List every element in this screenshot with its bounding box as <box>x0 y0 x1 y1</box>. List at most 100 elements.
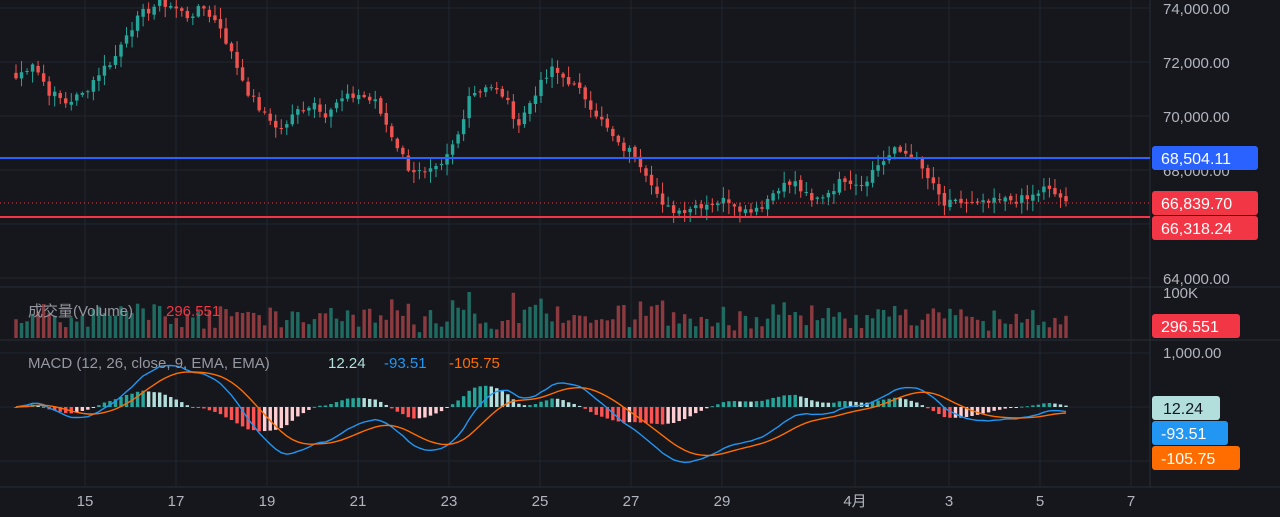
macd-histogram-bar <box>257 407 261 432</box>
indicator-lines <box>0 157 1150 464</box>
volume-bar <box>401 315 405 338</box>
macd-legend-hist-value: 12.24 <box>328 355 366 372</box>
macd-histogram-bar <box>892 397 897 407</box>
candle-body <box>660 193 665 205</box>
volume-bar <box>716 322 720 338</box>
candle-body <box>942 192 947 206</box>
macd-histogram-bar <box>566 402 571 407</box>
candle-body <box>86 91 90 93</box>
volume-bar <box>511 292 516 338</box>
candle-body <box>290 114 295 125</box>
macd-histogram-bar <box>920 405 925 407</box>
badge-macd-signal-text: -105.75 <box>1161 451 1215 468</box>
macd-histogram-bar <box>135 391 140 407</box>
candle-body <box>450 144 455 155</box>
volume-bar <box>732 330 737 338</box>
volume-bar <box>566 320 571 338</box>
macd-histogram-bar <box>898 398 902 407</box>
volume-bar <box>484 322 488 338</box>
volume-bar <box>428 310 433 338</box>
price-axis[interactable]: 74,000.0072,000.0070,000.0068,000.0064,0… <box>1163 1 1240 469</box>
badge-macd-line-bg <box>1152 421 1228 445</box>
candle-body <box>301 110 306 112</box>
macd-histogram-bar <box>445 407 449 408</box>
candle-body <box>544 77 549 79</box>
candle-body <box>926 167 930 179</box>
macd-histogram-bar <box>1036 404 1041 407</box>
candle-body <box>329 109 333 117</box>
macd-histogram-bar <box>1053 403 1057 407</box>
macd-histogram-bar <box>937 407 941 414</box>
macd-histogram-bar <box>69 407 73 414</box>
macd-histogram-bar <box>500 391 505 407</box>
macd-histogram-bar <box>870 401 875 407</box>
volume-bar <box>782 302 786 338</box>
macd-histogram-bar <box>622 407 626 423</box>
volume-bar <box>975 319 980 338</box>
macd-histogram-bar <box>616 407 621 422</box>
macd-histogram-bar <box>119 396 123 407</box>
volume-legend[interactable]: 成交量(Volume) 296.551 <box>28 302 220 320</box>
macd-histogram-bar <box>279 407 283 429</box>
volume-bar <box>892 306 897 338</box>
macd-histogram-bar <box>843 401 847 407</box>
volume-bar <box>859 328 864 338</box>
macd-histogram-bar <box>235 407 239 424</box>
macd-histogram-bar <box>981 407 985 414</box>
volume-bar <box>937 312 941 338</box>
volume-bar <box>135 303 140 338</box>
volume-bar <box>41 304 46 338</box>
macd-histogram-bar <box>804 397 808 407</box>
candle-body <box>671 205 676 213</box>
candle-body <box>699 204 703 209</box>
candle-body <box>566 77 571 85</box>
macd-histogram-bar <box>312 406 317 408</box>
volume-bar <box>682 314 687 338</box>
candle-body <box>412 170 416 173</box>
macd-legend-macd-value: -93.51 <box>384 355 427 372</box>
candle-body <box>472 93 477 96</box>
candle-body <box>655 186 659 194</box>
volume-bar <box>323 313 328 338</box>
candle-body <box>876 165 880 171</box>
volume-bar <box>611 319 615 338</box>
time-axis[interactable]: 15 17 19 21 23 25 27 29 4月 3 5 7 <box>77 493 1136 510</box>
macd-histogram-bar <box>760 400 764 407</box>
candle-body <box>500 88 505 97</box>
date-tick-label: 27 <box>623 493 640 510</box>
candle-body <box>484 87 488 93</box>
badge-macd-hist-text: 12.24 <box>1163 401 1203 418</box>
volume-bar <box>605 320 610 338</box>
candle-body <box>334 102 339 109</box>
volume-bar <box>1009 324 1013 338</box>
macd-histogram-bar <box>240 407 245 427</box>
volume-bar <box>865 314 869 338</box>
volume-bar <box>157 306 162 338</box>
macd-histogram-bar <box>456 400 460 407</box>
volume-bar <box>539 298 543 338</box>
macd-histogram-bar <box>671 407 676 423</box>
candle-body <box>373 99 377 102</box>
macd-histogram-bar <box>743 401 748 407</box>
candle-body <box>91 80 96 92</box>
candle-body <box>732 204 737 207</box>
volume-bar <box>1058 324 1063 338</box>
volume-bar <box>583 316 587 338</box>
macd-histogram-bar <box>749 401 753 407</box>
macd-legend[interactable]: MACD (12, 26, close, 9, EMA, EMA) 12.24 … <box>28 355 500 372</box>
macd-histogram-bar <box>677 407 681 422</box>
candle-body <box>815 197 820 199</box>
volume-bar <box>196 310 201 338</box>
candle-body <box>246 81 250 96</box>
macd-histogram-bar <box>373 399 377 407</box>
volume-bar <box>671 312 676 338</box>
volume-bar <box>506 319 510 338</box>
macd-histogram-bar <box>439 407 444 412</box>
volume-bar <box>776 314 781 338</box>
candle-body <box>594 110 598 117</box>
volume-bar <box>981 321 985 338</box>
volume-bar <box>406 303 411 338</box>
candle-body <box>141 8 145 17</box>
